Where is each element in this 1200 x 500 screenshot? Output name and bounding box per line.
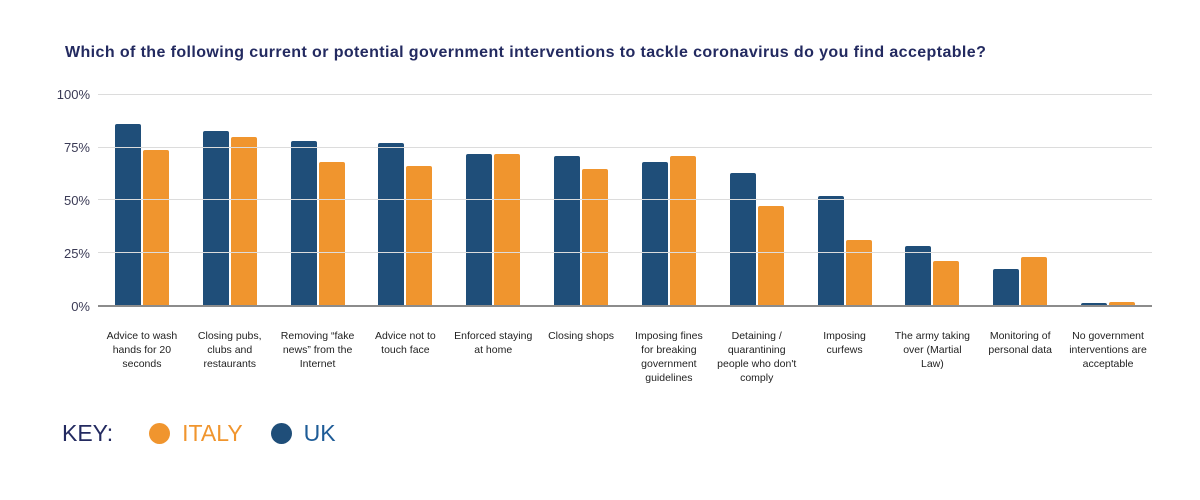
chart-title: Which of the following current or potent… — [65, 44, 987, 61]
bar-group — [625, 95, 713, 305]
legend-item-italy: ITALY — [149, 420, 243, 447]
bar-group — [449, 95, 537, 305]
bar-uk — [1081, 302, 1108, 305]
legend-label-uk: UK — [303, 420, 336, 446]
legend-key-label: KEY: — [62, 420, 114, 446]
x-axis-labels: Advice to wash hands for 20 seconds Closi… — [98, 329, 1152, 385]
bar-uk — [554, 155, 581, 305]
bar-italy — [494, 153, 521, 305]
category-label: Closing shops — [548, 330, 615, 342]
legend-item-uk: UK — [270, 420, 336, 447]
bar-uk — [729, 172, 756, 305]
bar-groups — [98, 95, 1152, 305]
bar-group — [98, 95, 186, 305]
bar-uk — [114, 124, 141, 305]
category-label: Imposing fines for breaking government g… — [635, 330, 703, 384]
bar-uk — [905, 246, 932, 305]
bar-group — [713, 95, 801, 305]
plot-area — [98, 94, 1152, 307]
bar-group — [801, 95, 889, 305]
category-label: Closing pubs, clubs and restaurants — [197, 330, 262, 370]
category-label: Advice not to touch face — [375, 330, 436, 356]
bar-uk — [641, 162, 668, 305]
bar-italy — [757, 206, 784, 305]
category-label: Imposing curfews — [823, 330, 866, 356]
bar-group — [361, 95, 449, 305]
category-label: No government interventions are acceptab… — [1069, 330, 1147, 370]
y-tick-label-75: 75% — [63, 140, 90, 155]
category-label: Advice to wash hands for 20 seconds — [106, 330, 178, 370]
bar-group — [537, 95, 625, 305]
bar-italy — [1109, 301, 1136, 305]
bar-italy — [933, 260, 960, 305]
legend: KEY: ITALY UK — [62, 420, 336, 447]
bar-italy — [318, 162, 345, 305]
legend-label-italy: ITALY — [182, 420, 243, 446]
gridline-25 — [98, 251, 1152, 253]
bar-italy — [230, 137, 257, 305]
y-tick-label-50: 50% — [63, 193, 90, 208]
bar-group — [976, 95, 1064, 305]
italy-dot-icon — [149, 423, 171, 444]
bar-italy — [1021, 256, 1048, 305]
y-tick-label-0: 0% — [71, 299, 90, 314]
category-label: The army taking over (Martial Law) — [894, 330, 970, 370]
y-axis-labels: 100% 75% 50% 25% 0% — [0, 88, 90, 314]
bar-uk — [466, 153, 493, 305]
bar-italy — [142, 149, 169, 305]
bar-group — [274, 95, 362, 305]
bar-group — [888, 95, 976, 305]
bar-uk — [993, 269, 1020, 305]
bar-group — [186, 95, 274, 305]
bar-uk — [817, 195, 844, 305]
category-label: Monitoring of personal data — [988, 330, 1053, 356]
bar-italy — [582, 168, 609, 305]
bar-italy — [845, 239, 872, 305]
category-label: Enforced staying at home — [454, 330, 533, 356]
bar-italy — [669, 155, 696, 305]
gridline-75 — [98, 146, 1152, 148]
bar-italy — [406, 166, 433, 305]
gridline-50 — [98, 199, 1152, 200]
bar-group — [1064, 95, 1152, 305]
category-label: Removing “fake news” from the Internet — [280, 330, 355, 370]
category-label: Detaining / quarantining people who don'… — [717, 330, 797, 384]
y-tick-label-100: 100% — [56, 87, 90, 102]
y-tick-label-25: 25% — [63, 246, 90, 261]
bar-uk — [290, 141, 317, 305]
gridline-100 — [98, 94, 1152, 95]
uk-dot-icon — [270, 423, 292, 444]
bar-uk — [202, 130, 229, 305]
bar-uk — [378, 143, 405, 305]
